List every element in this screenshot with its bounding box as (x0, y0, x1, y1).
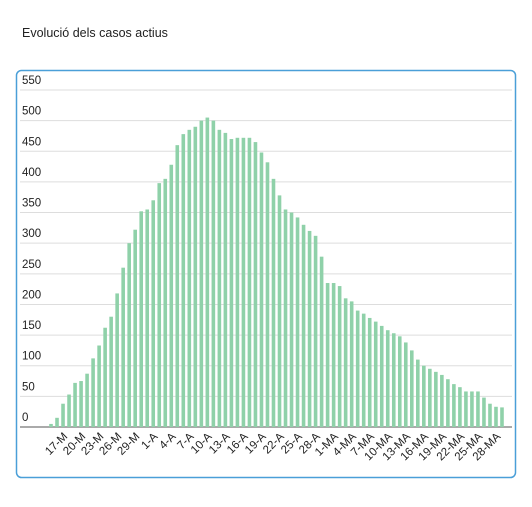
y-tick-label: 400 (22, 167, 41, 179)
bar (331, 283, 336, 427)
chart-frame (15, 69, 517, 479)
bar (235, 137, 240, 427)
bar (500, 407, 504, 427)
bar (199, 120, 204, 428)
y-tick-label: 100 (22, 351, 41, 363)
y-tick-label: 350 (22, 198, 41, 210)
bar (241, 137, 246, 427)
y-tick-label: 500 (22, 106, 41, 118)
y-tick-label: 150 (22, 320, 41, 332)
bar (91, 358, 95, 427)
bar (277, 195, 282, 427)
bar (337, 286, 342, 427)
bar (434, 371, 438, 427)
y-tick-label: 300 (22, 228, 41, 240)
bar (229, 139, 234, 427)
bar (488, 403, 492, 427)
bar (85, 373, 89, 427)
bar (169, 164, 174, 427)
bar (259, 152, 264, 428)
bar (211, 120, 216, 428)
bar (181, 134, 186, 427)
bar (109, 316, 113, 427)
bar (464, 391, 468, 427)
bar (193, 126, 198, 427)
bar (49, 423, 53, 427)
bar (205, 117, 210, 427)
bar (325, 283, 330, 427)
bar (343, 298, 348, 427)
bar (97, 345, 101, 427)
bar (61, 403, 65, 427)
y-tick-label: 0 (22, 412, 28, 424)
y-tick-label: 50 (22, 381, 35, 393)
bar (446, 379, 450, 427)
y-tick-label: 200 (22, 289, 41, 301)
bar (361, 313, 366, 427)
bar (476, 391, 480, 427)
bar (253, 142, 258, 427)
bar (79, 381, 83, 427)
x-tick-label: 1-A (139, 431, 160, 452)
bar (175, 145, 180, 428)
bar (307, 230, 312, 427)
bar (458, 387, 462, 427)
bar (313, 235, 318, 427)
bar (139, 211, 144, 427)
bar (440, 374, 444, 427)
bar (163, 178, 168, 427)
bar (416, 359, 420, 427)
bar (391, 333, 396, 427)
y-tick-label: 450 (22, 136, 41, 148)
bar (145, 209, 150, 427)
y-tick-label: 250 (22, 259, 41, 271)
bar (403, 342, 408, 427)
bar (271, 178, 276, 427)
bar (127, 243, 131, 427)
bar (494, 406, 498, 427)
bar (422, 365, 426, 427)
bar (187, 129, 192, 427)
bar (385, 330, 390, 427)
bar (121, 267, 125, 427)
bar (67, 394, 71, 427)
x-tick-label: 4-A (157, 431, 178, 452)
chart-title: Evolució dels casos actius (22, 26, 168, 40)
bar (397, 336, 402, 427)
bar (289, 212, 294, 427)
bar (482, 397, 486, 427)
bar (157, 183, 162, 427)
bar (428, 368, 432, 427)
bar (115, 293, 119, 427)
bar (470, 391, 474, 427)
bar (295, 217, 300, 427)
bar (55, 417, 59, 427)
bar (247, 137, 252, 427)
bar (319, 256, 324, 427)
bar (301, 224, 306, 427)
bar (265, 162, 270, 427)
bar (103, 327, 107, 427)
bar (379, 325, 384, 427)
bar (373, 321, 378, 427)
bar (73, 382, 77, 427)
bar (283, 209, 288, 427)
bar (217, 129, 222, 427)
bar (223, 132, 228, 427)
bar (452, 384, 456, 427)
bar (367, 317, 372, 427)
bar (133, 229, 137, 427)
bar (355, 310, 360, 427)
bar (151, 200, 156, 427)
y-tick-label: 550 (22, 75, 41, 87)
bar (409, 350, 414, 427)
bar (349, 301, 354, 427)
